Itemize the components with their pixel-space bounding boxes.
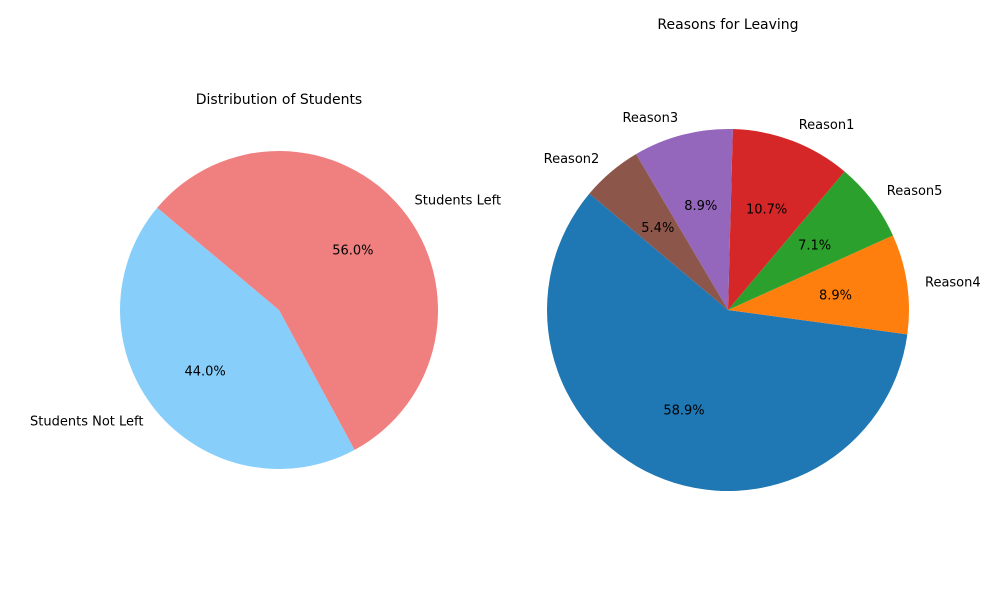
pie-pct-label: 56.0%	[332, 244, 373, 259]
pie-slices	[120, 150, 439, 469]
pie-labels: 44.0% Students Not Left 56.0% Students Left	[30, 194, 501, 430]
pie-pct-label: 8.9%	[819, 288, 852, 303]
pie-labels: 58.9% 8.9% Reason4 7.1% Reason5 10.7% Reason1 8…	[544, 111, 981, 418]
pie-slice-reason4	[728, 235, 910, 335]
chart-title: Reasons for Leaving	[657, 17, 798, 33]
pie-category-label: Students Left	[415, 194, 502, 209]
pie-pct-label: 7.1%	[798, 239, 831, 254]
pie-category-label: Reason4	[925, 275, 981, 290]
pie-pct-label: 58.9%	[663, 403, 704, 418]
pie-slice-students-left	[157, 150, 439, 450]
pie-category-label: Reason3	[622, 111, 678, 126]
pie-category-label: Students Not Left	[30, 415, 143, 430]
pie-chart-reasons: Reasons for Leaving 58.9% 8.9% Reason4 7.1%…	[544, 17, 981, 492]
pie-slice-reason2	[589, 154, 728, 310]
pie-slice-reason1	[728, 129, 845, 310]
pie-slice-reason3	[636, 128, 733, 310]
pie-slice-students-not-left	[120, 207, 355, 469]
pie-pct-label: 10.7%	[746, 203, 787, 218]
pie-slice-slice-0	[547, 193, 908, 492]
pie-pct-label: 8.9%	[684, 199, 717, 214]
pie-slice-reason5	[728, 171, 893, 310]
pie-pct-label: 5.4%	[641, 221, 674, 236]
pie-slices	[547, 128, 910, 492]
pie-category-label: Reason1	[799, 118, 855, 133]
pie-chart-students: Distribution of Students 44.0% Students N…	[30, 92, 501, 469]
pie-category-label: Reason5	[887, 184, 943, 199]
chart-title: Distribution of Students	[196, 92, 362, 108]
pie-pct-label: 44.0%	[184, 364, 225, 379]
pie-category-label: Reason2	[544, 152, 600, 167]
